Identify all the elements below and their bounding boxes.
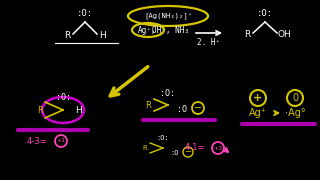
Text: H: H <box>100 30 106 39</box>
Text: 4-3=: 4-3= <box>27 138 47 147</box>
Text: R: R <box>143 145 148 151</box>
Text: 2. H⁺: 2. H⁺ <box>197 37 220 46</box>
Text: [Ag(NH₃)₂]⁺: [Ag(NH₃)₂]⁺ <box>144 13 192 19</box>
Text: R: R <box>145 100 151 109</box>
Text: +: + <box>253 93 263 103</box>
Text: :O: :O <box>177 105 187 114</box>
Text: H: H <box>76 105 82 114</box>
Text: OH⁻, NH₃: OH⁻, NH₃ <box>151 26 188 35</box>
Text: Ag⁺,: Ag⁺, <box>138 26 156 35</box>
Text: +3: +3 <box>213 145 223 150</box>
Text: :O:: :O: <box>161 89 175 98</box>
Text: :O:: :O: <box>156 135 169 141</box>
Text: :O: :O <box>171 150 179 156</box>
Text: :O:: :O: <box>77 8 93 17</box>
Text: OH: OH <box>277 30 291 39</box>
Text: 0: 0 <box>292 93 298 103</box>
Text: +1: +1 <box>56 138 66 143</box>
Text: R: R <box>244 30 250 39</box>
Text: Ag⁺: Ag⁺ <box>249 108 267 118</box>
Text: −: − <box>194 103 202 113</box>
Text: :O:: :O: <box>55 93 70 102</box>
Text: 4-1=: 4-1= <box>185 143 205 152</box>
Text: R: R <box>37 105 43 114</box>
Text: :O:: :O: <box>257 8 273 17</box>
Text: ⋅Ag°: ⋅Ag° <box>285 108 305 118</box>
Text: R: R <box>64 30 70 39</box>
Text: −: − <box>185 147 191 156</box>
